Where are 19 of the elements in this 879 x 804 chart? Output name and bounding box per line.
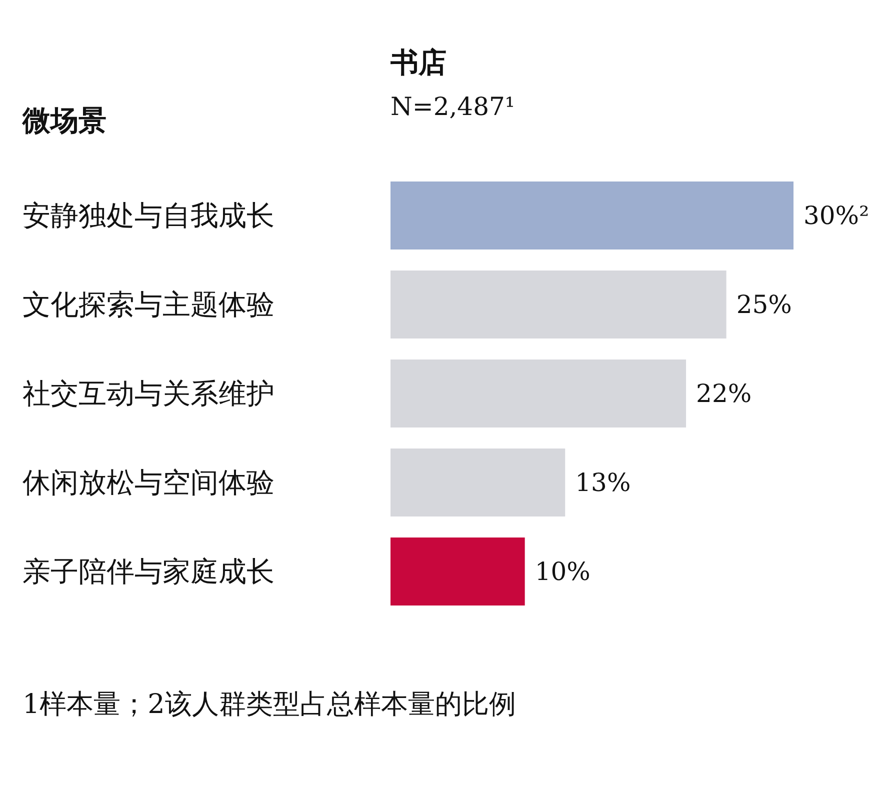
y-axis-title: 微场景 <box>22 104 106 137</box>
data-label: 22% <box>696 379 752 408</box>
chart-subtitle: N=2,487¹ <box>390 92 515 121</box>
y-tick-label: 社交互动与关系维护 <box>22 377 274 410</box>
y-tick-label: 亲子陪伴与家庭成长 <box>22 555 274 588</box>
data-label: 25% <box>736 290 792 319</box>
bar <box>390 538 525 606</box>
data-label: 13% <box>575 468 631 497</box>
text: 1样本量；2该人群类型占总样本量的比例 <box>22 689 516 720</box>
bar <box>390 360 686 428</box>
bar <box>390 448 566 516</box>
y-tick-label: 安静独处与自我成长 <box>22 199 274 232</box>
chart-title: 书店 <box>390 46 446 79</box>
bar <box>390 270 726 338</box>
bar <box>390 182 794 250</box>
y-tick-label: 休闲放松与空间体验 <box>22 466 274 499</box>
y-tick-label: 文化探索与主题体验 <box>22 288 274 321</box>
data-label: 30%² <box>804 201 870 230</box>
data-label: 10% <box>534 557 590 586</box>
